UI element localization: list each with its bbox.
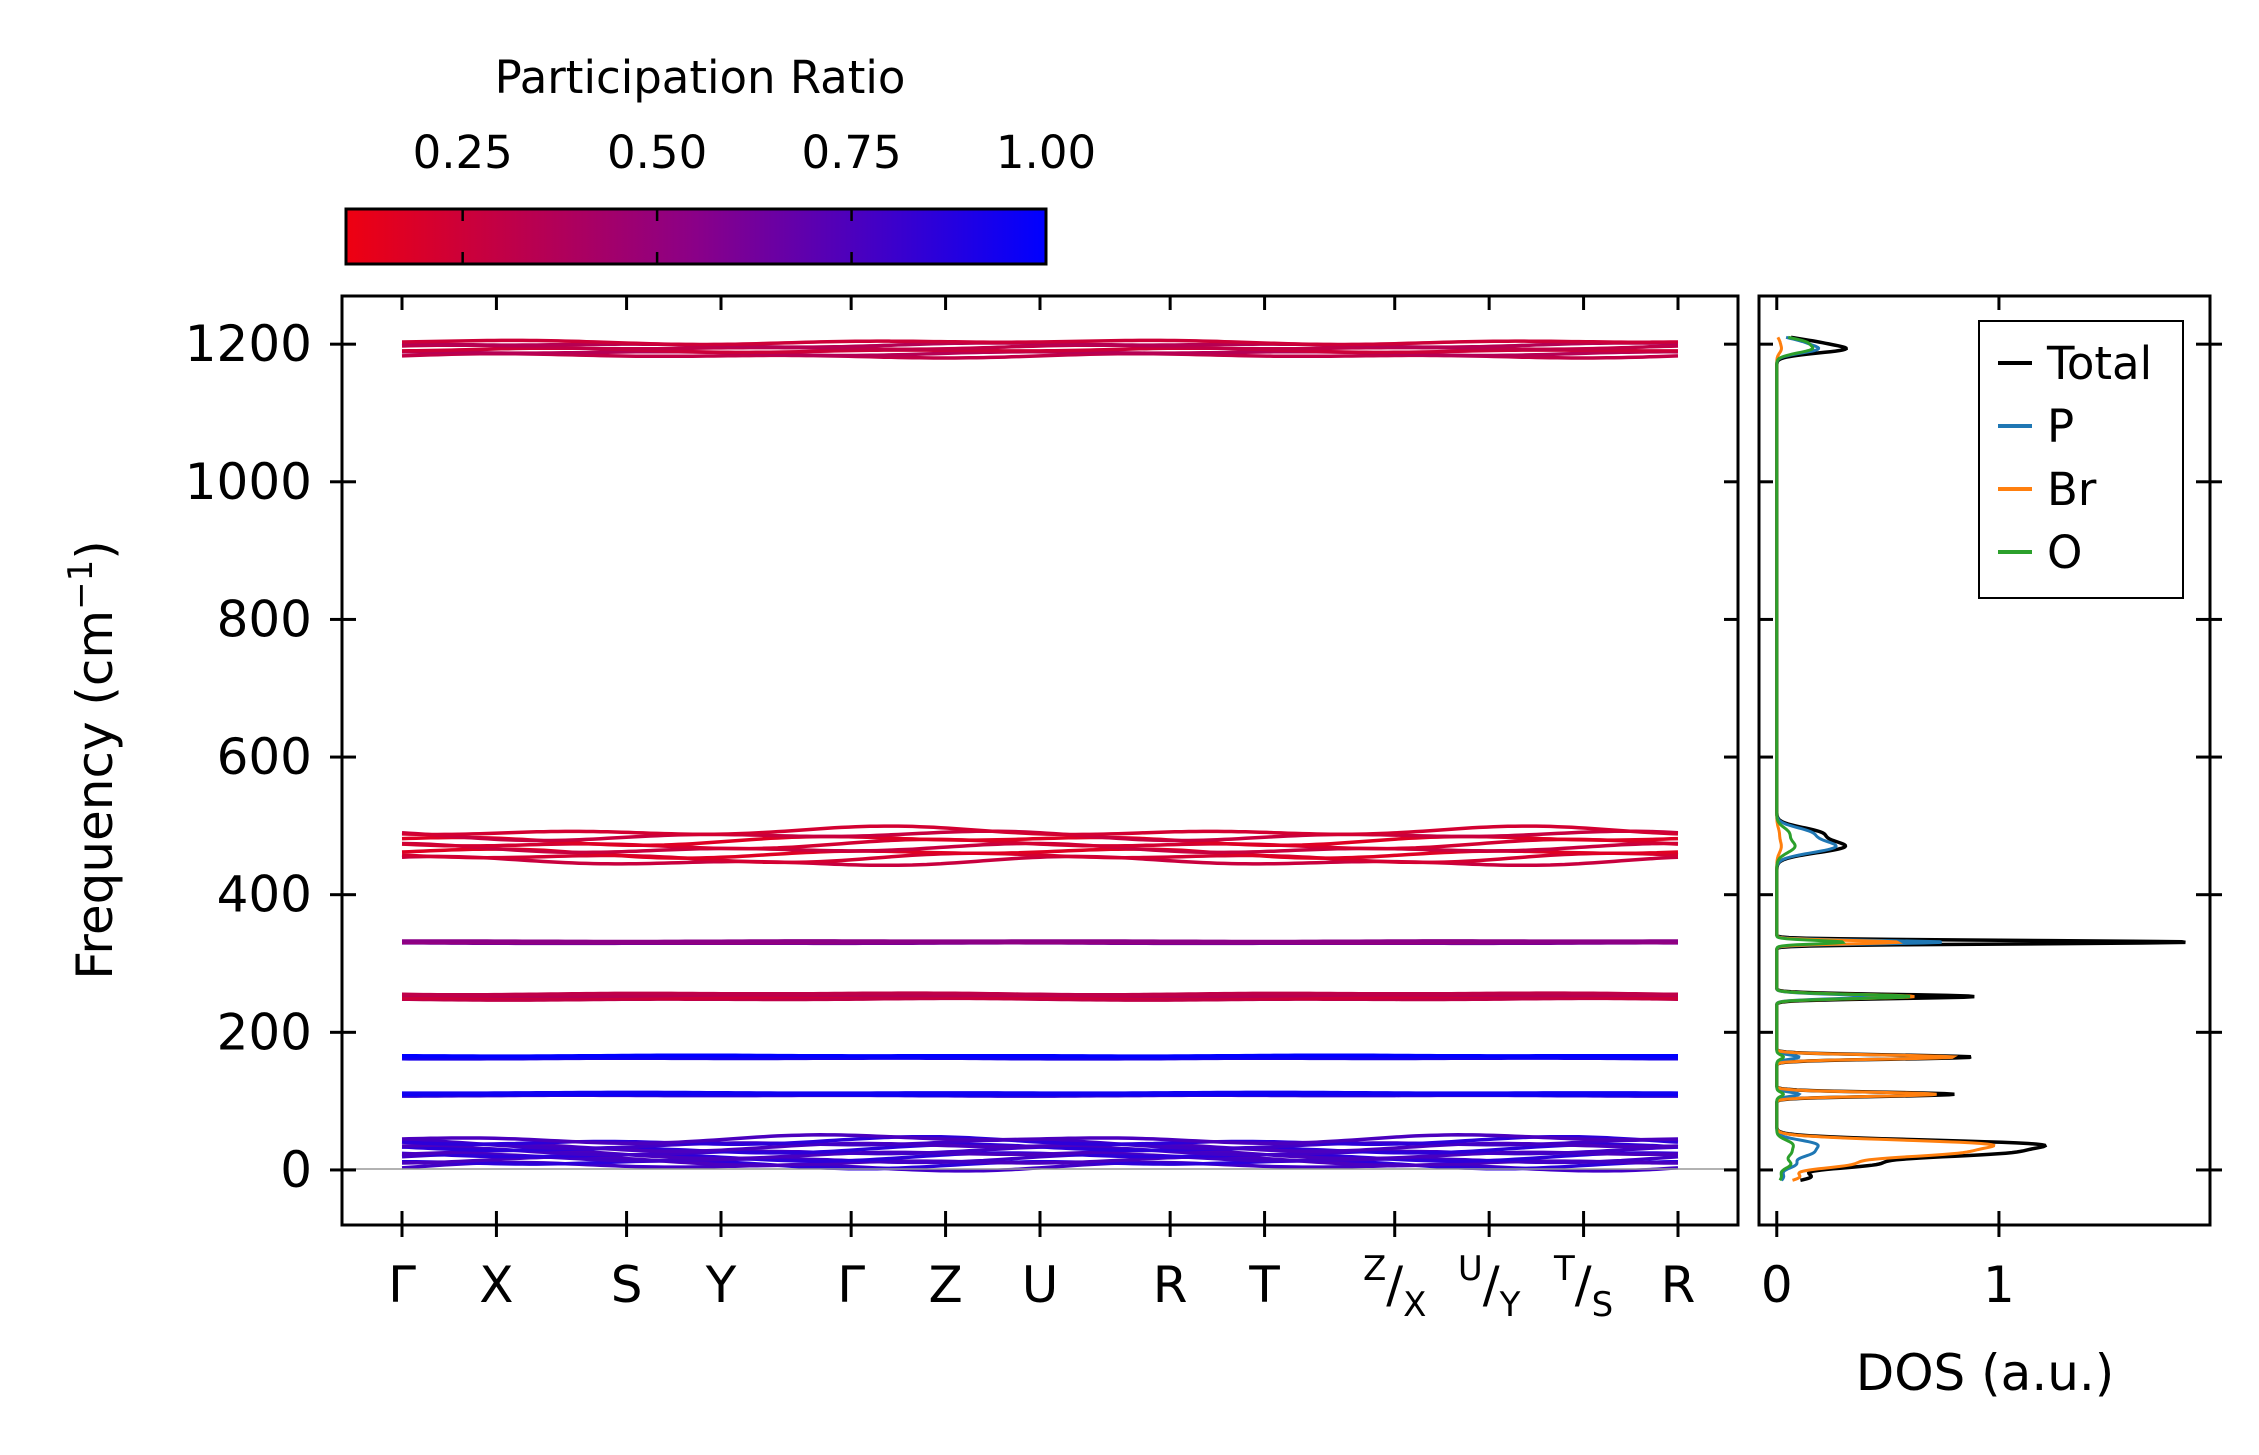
band-y-tick-label: 600 <box>217 728 312 786</box>
kpoint-label: Γ <box>388 1256 416 1314</box>
band-y-tick-label: 1200 <box>185 315 312 373</box>
legend-entry: Total <box>2046 337 2152 390</box>
kpoint-label: U <box>1022 1256 1059 1314</box>
colorbar-title: Participation Ratio <box>495 51 906 104</box>
kpoint-label: Y <box>705 1256 737 1314</box>
kpoint-label: S <box>611 1256 643 1314</box>
band-y-tick-label: 0 <box>280 1141 312 1199</box>
legend-entry: P <box>2047 400 2074 453</box>
band-y-tick-label: 400 <box>217 866 312 924</box>
dos-axes-frame <box>1757 294 2212 1227</box>
colorbar-tick-label: 0.50 <box>607 126 707 179</box>
band-structure-panel: 0 200 400 600 800 1000 1200 Γ X S Y Γ Z U R T Z/X U/Y T/S… <box>61 294 1740 1325</box>
dos-x-tick-label: 0 <box>1761 1256 1793 1314</box>
band-line <box>401 1155 1678 1168</box>
band-y-axis-label: Frequency (cm−1) <box>61 540 124 980</box>
band-line <box>402 1090 1679 1095</box>
band-line <box>401 1160 1679 1173</box>
band-x-ticks: Γ X S Y Γ Z U R T Z/X U/Y T/S R <box>388 296 1695 1325</box>
band-line <box>401 1133 1679 1146</box>
kpoint-label: T/S <box>1553 1249 1613 1325</box>
colorbar-gradient <box>344 207 1048 266</box>
colorbar-tick-label: 1.00 <box>996 126 1096 179</box>
colorbar-tick-label: 0.25 <box>413 126 513 179</box>
colorbar-tick-label: 0.75 <box>801 126 901 179</box>
dos-line-o <box>1775 335 1911 1182</box>
band-y-tick-label: 800 <box>217 590 312 648</box>
dos-y-ticks <box>1759 342 2222 1172</box>
colorbar-ticks: 0.25 0.50 0.75 1.00 <box>413 126 1096 264</box>
kpoint-label: Z/X <box>1363 1249 1426 1325</box>
band-line <box>401 338 1678 347</box>
band-lines <box>401 338 1679 1173</box>
band-y-tick-label: 1000 <box>185 453 312 511</box>
dos-lines <box>1775 335 2186 1183</box>
band-y-tick-label: 200 <box>217 1003 312 1061</box>
band-axes-frame <box>340 294 1740 1227</box>
colorbar: Participation Ratio 0.25 0.50 0.75 1.00 <box>344 51 1096 266</box>
band-line <box>401 991 1679 997</box>
band-line <box>402 1053 1678 1058</box>
kpoint-label: U/Y <box>1458 1249 1521 1325</box>
dos-x-axis-label: DOS (a.u.) <box>1856 1344 2115 1402</box>
dos-x-tick-label: 1 <box>1983 1256 2015 1314</box>
dos-line-br <box>1775 336 1996 1182</box>
dos-legend: Total P Br O <box>1978 320 2184 599</box>
kpoint-label: Γ <box>837 1256 865 1314</box>
band-line <box>401 824 1679 837</box>
band-line <box>401 854 1679 868</box>
band-y-ticks: 0 200 400 600 800 1000 1200 <box>185 315 1738 1199</box>
kpoint-label: R <box>1153 1256 1188 1314</box>
kpoint-label: Z <box>928 1256 962 1314</box>
band-line <box>402 939 1678 944</box>
legend-entry: Br <box>2047 463 2097 516</box>
kpoint-label: X <box>479 1256 513 1314</box>
kpoint-label: R <box>1661 1256 1696 1314</box>
legend-entry: O <box>2047 526 2082 579</box>
kpoint-label: T <box>1248 1256 1280 1314</box>
